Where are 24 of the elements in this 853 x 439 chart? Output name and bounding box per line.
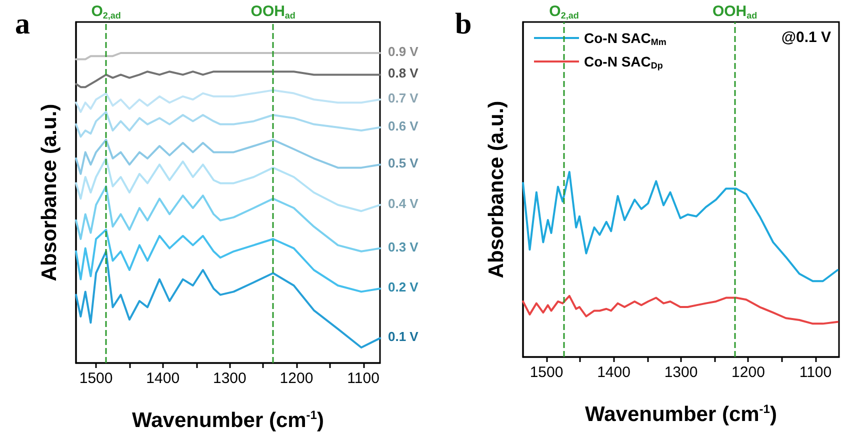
chart-title: a: [15, 8, 30, 40]
chart-title: b: [455, 8, 472, 40]
series-label: 0.6 V: [388, 118, 419, 134]
x-tick-label: 1500: [530, 364, 564, 381]
series-label: 0.2 V: [388, 280, 419, 295]
y-axis-title: Absorbance (a.u.): [485, 100, 508, 278]
series-label: 0.1 V: [388, 329, 419, 344]
series-label: 0.8 V: [388, 66, 419, 81]
x-tick-label: 1100: [347, 370, 380, 387]
series-label: 0.9 V: [388, 44, 419, 59]
text: @0.1 V: [781, 29, 832, 46]
x-tick-label: 1100: [799, 364, 832, 381]
series-label: 0.5 V: [388, 156, 419, 171]
x-tick-label: 1500: [79, 370, 113, 387]
series-label: 0.7 V: [388, 90, 419, 106]
series-label: 0.4 V: [388, 196, 419, 211]
x-tick-label: 1300: [212, 370, 246, 387]
x-tick-label: 1300: [664, 364, 698, 381]
x-tick-label: 1400: [146, 370, 180, 387]
x-tick-label: 1200: [280, 370, 314, 387]
x-tick-label: 1200: [732, 364, 765, 381]
y-axis-title: Absorbance (a.u.): [38, 104, 61, 282]
series-label: 0.3 V: [388, 239, 419, 254]
x-tick-label: 1400: [597, 364, 630, 381]
